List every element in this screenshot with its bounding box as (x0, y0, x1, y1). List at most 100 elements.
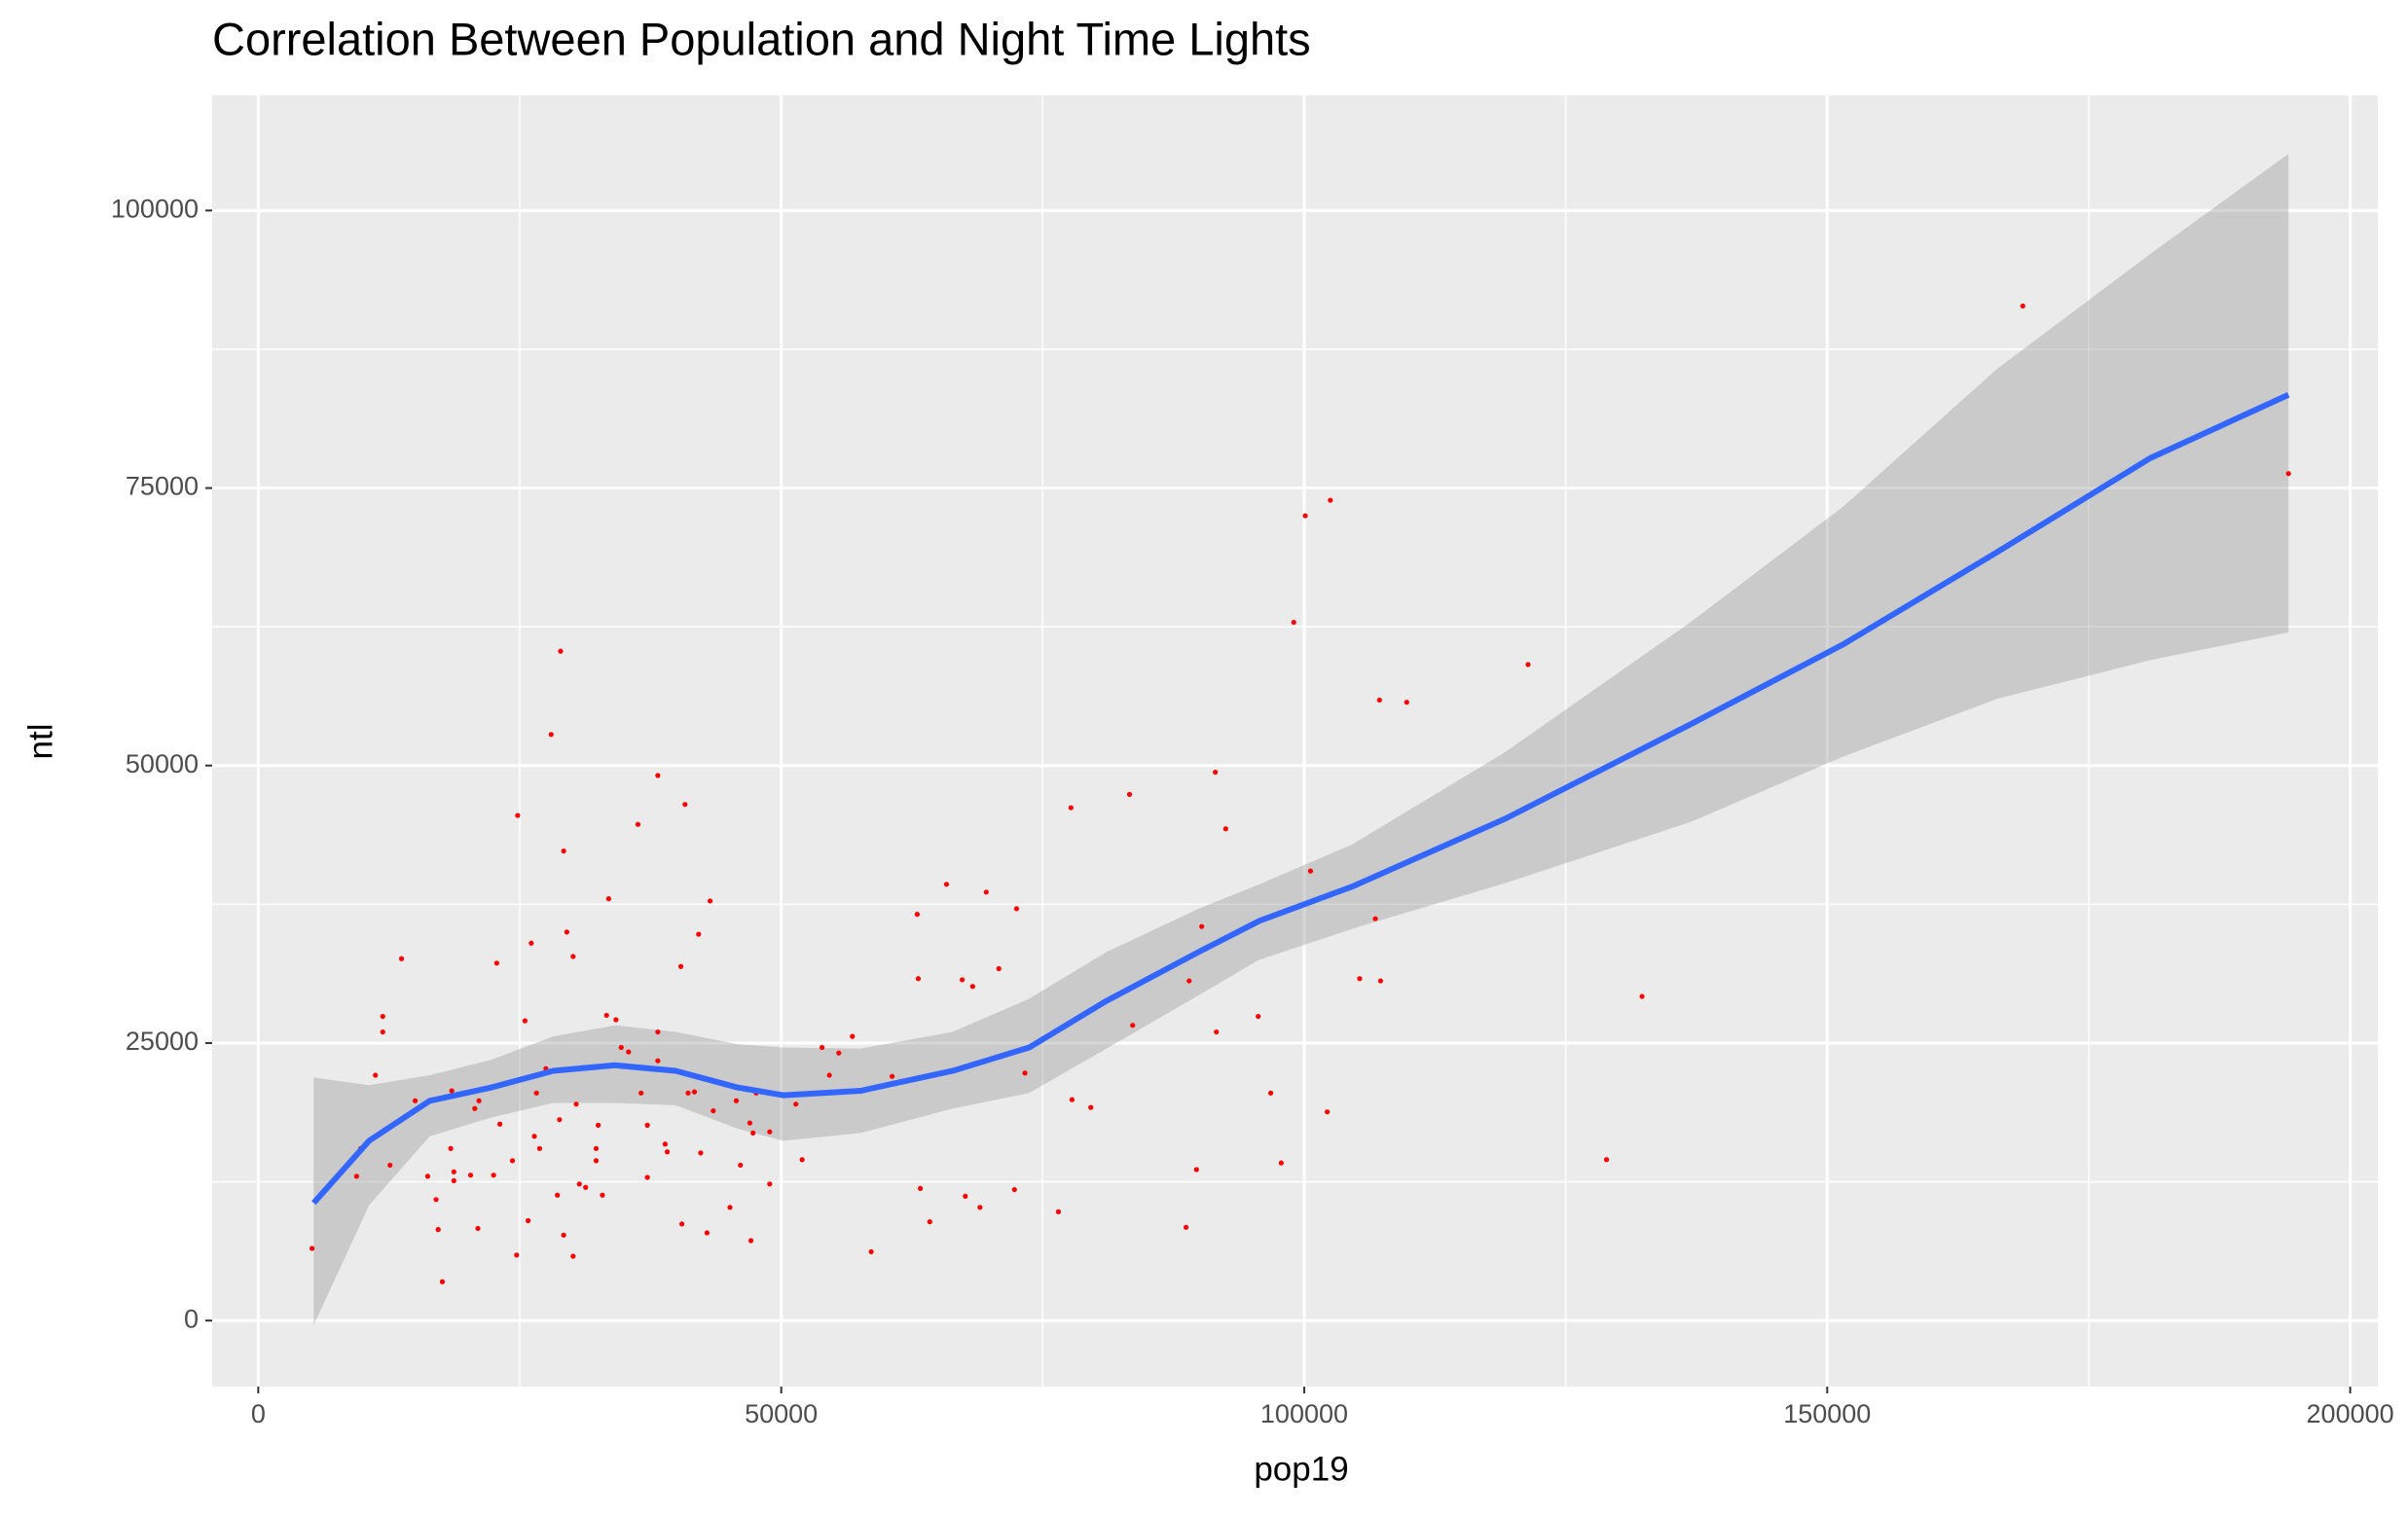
y-tick-label: 0 (184, 1304, 199, 1333)
point (380, 1013, 385, 1020)
point (1186, 978, 1192, 984)
point (635, 821, 641, 827)
point (793, 1101, 799, 1107)
point (449, 1088, 455, 1094)
point (1055, 1209, 1062, 1214)
point (557, 1117, 563, 1123)
point (655, 1029, 661, 1035)
point (677, 963, 684, 969)
y-tick-label: 75000 (126, 472, 199, 501)
point (570, 954, 576, 959)
point (747, 1120, 753, 1126)
point (1193, 1167, 1199, 1173)
point (1357, 976, 1363, 982)
point (704, 1230, 710, 1236)
point (682, 802, 688, 808)
point (1404, 700, 1409, 705)
point (1325, 1109, 1331, 1115)
point (1267, 1090, 1274, 1096)
point (1013, 906, 1020, 912)
point (1199, 923, 1205, 929)
point (373, 1072, 379, 1078)
point (491, 1173, 496, 1178)
point (564, 929, 569, 935)
point (412, 1098, 419, 1103)
point (398, 956, 405, 961)
point (1068, 805, 1074, 811)
point (655, 1058, 661, 1064)
point (927, 1219, 932, 1225)
point (1069, 1097, 1075, 1102)
point (1291, 619, 1296, 626)
point (1278, 1160, 1284, 1166)
point (1328, 497, 1333, 503)
y-tick-label: 100000 (111, 194, 199, 223)
point (733, 1098, 740, 1103)
point (509, 1158, 516, 1164)
point (1603, 1157, 1610, 1163)
point (475, 1225, 481, 1232)
point (914, 912, 920, 918)
point (691, 1089, 698, 1095)
point (533, 1090, 539, 1096)
point (493, 960, 499, 966)
point (738, 1162, 744, 1169)
point (727, 1205, 733, 1210)
panel (212, 95, 2378, 1387)
point (1376, 697, 1382, 704)
point (380, 1029, 385, 1035)
point (662, 1141, 668, 1147)
point (996, 965, 1002, 972)
point (561, 1232, 566, 1238)
point (678, 1221, 685, 1227)
point (638, 1090, 644, 1096)
point (836, 1050, 842, 1056)
point (451, 1169, 456, 1174)
point (748, 1238, 754, 1244)
point (531, 1134, 537, 1139)
point (515, 812, 521, 818)
point (424, 1173, 431, 1179)
point (593, 1158, 600, 1164)
point (1307, 868, 1314, 874)
point (664, 1149, 671, 1155)
point (529, 940, 534, 946)
point (626, 1049, 632, 1055)
point (448, 1145, 454, 1151)
point (1639, 993, 1645, 999)
point (1256, 1013, 1261, 1020)
point (1011, 1186, 1017, 1193)
point (576, 1181, 582, 1187)
point (889, 1073, 895, 1079)
point (969, 984, 975, 990)
point (1130, 1023, 1136, 1029)
point (600, 1192, 605, 1198)
point (943, 882, 950, 887)
point (433, 1197, 439, 1203)
point (451, 1177, 456, 1184)
point (767, 1129, 773, 1135)
point (655, 773, 661, 778)
point (850, 1033, 856, 1039)
point (1302, 513, 1308, 519)
point (1126, 791, 1133, 798)
point (799, 1157, 805, 1163)
point (917, 1185, 924, 1191)
point (476, 1098, 482, 1103)
point (750, 1130, 756, 1136)
point (1372, 916, 1378, 921)
point (977, 1205, 983, 1210)
point (558, 648, 564, 654)
point (583, 1184, 589, 1190)
point (525, 1217, 531, 1224)
point (644, 1122, 650, 1128)
x-tick-label: 0 (251, 1399, 266, 1428)
point (309, 1245, 315, 1251)
point (1525, 662, 1531, 668)
point (696, 931, 702, 937)
point (439, 1279, 446, 1284)
point (963, 1193, 968, 1199)
point (826, 1072, 832, 1078)
point (707, 898, 713, 904)
